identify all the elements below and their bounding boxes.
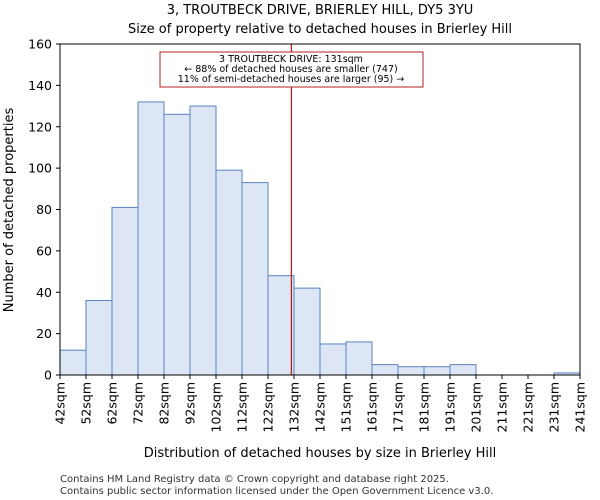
x-tick-label-142sqm: 142sqm bbox=[313, 382, 328, 432]
bar-42sqm bbox=[59, 349, 87, 376]
x-tick-label-241sqm: 241sqm bbox=[573, 382, 588, 432]
y-tick-label: 40 bbox=[36, 285, 52, 300]
x-tick-label-62sqm: 62sqm bbox=[105, 382, 120, 425]
x-tick-label-181sqm: 181sqm bbox=[417, 382, 432, 432]
bars-group bbox=[59, 101, 581, 376]
bar-161sqm bbox=[371, 364, 399, 376]
y-tick-label: 60 bbox=[36, 243, 52, 258]
footer-line2: Contains public sector information licen… bbox=[60, 486, 493, 497]
y-ticks-group: 0 20 40 60 80 100 120 140 160 bbox=[28, 37, 60, 383]
bar-112sqm bbox=[241, 182, 269, 376]
x-tick-label-52sqm: 52sqm bbox=[79, 382, 94, 425]
chart-title-line2: Size of property relative to detached ho… bbox=[128, 22, 512, 37]
y-tick-label: 120 bbox=[28, 119, 52, 134]
plot-area-frame bbox=[59, 43, 581, 376]
x-tick-label-231sqm: 231sqm bbox=[547, 382, 562, 432]
x-tick-label-112sqm: 112sqm bbox=[235, 382, 250, 432]
x-tick-label-42sqm: 42sqm bbox=[53, 382, 68, 425]
x-tick-label-102sqm: 102sqm bbox=[209, 382, 224, 432]
bar-102sqm bbox=[215, 169, 243, 376]
y-tick-label: 140 bbox=[28, 78, 52, 93]
bar-181sqm bbox=[423, 366, 451, 376]
bar-62sqm bbox=[111, 206, 139, 376]
annotation-line3: 11% of semi-detached houses are larger (… bbox=[178, 74, 405, 85]
x-tick-label-132sqm: 132sqm bbox=[287, 382, 302, 432]
bar-52sqm bbox=[85, 300, 113, 376]
footer-line1: Contains HM Land Registry data © Crown c… bbox=[60, 474, 449, 485]
y-tick-label: 100 bbox=[28, 161, 52, 176]
x-tick-label-161sqm: 161sqm bbox=[365, 382, 380, 432]
bar-92sqm bbox=[189, 105, 217, 376]
bar-151sqm bbox=[345, 341, 373, 376]
bar-82sqm bbox=[163, 113, 191, 376]
annotation-line2: ← 88% of detached houses are smaller (74… bbox=[184, 64, 397, 75]
bar-122sqm bbox=[267, 275, 295, 376]
x-tick-label-171sqm: 171sqm bbox=[391, 382, 406, 432]
y-axis-label: Number of detached properties bbox=[2, 108, 17, 313]
bar-132sqm bbox=[293, 287, 321, 376]
y-tick-label: 20 bbox=[36, 326, 52, 341]
chart-title-line1: 3, TROUTBECK DRIVE, BRIERLEY HILL, DY5 3… bbox=[167, 3, 474, 18]
x-tick-label-221sqm: 221sqm bbox=[521, 382, 536, 432]
x-tick-label-151sqm: 151sqm bbox=[339, 382, 354, 432]
bar-142sqm bbox=[319, 343, 347, 376]
bar-72sqm bbox=[137, 101, 165, 376]
y-tick-label: 80 bbox=[36, 202, 52, 217]
y-tick-label: 160 bbox=[28, 37, 52, 52]
x-tick-label-211sqm: 211sqm bbox=[495, 382, 510, 432]
x-tick-label-201sqm: 201sqm bbox=[469, 382, 484, 432]
annotation-box bbox=[159, 51, 424, 88]
x-tick-label-191sqm: 191sqm bbox=[443, 382, 458, 432]
x-tick-label-82sqm: 82sqm bbox=[157, 382, 172, 425]
x-tick-label-92sqm: 92sqm bbox=[183, 382, 198, 425]
bar-191sqm bbox=[449, 364, 477, 376]
x-axis-label: Distribution of detached houses by size … bbox=[144, 446, 497, 461]
y-tick-label: 0 bbox=[44, 368, 52, 383]
x-tick-label-72sqm: 72sqm bbox=[131, 382, 146, 425]
bar-171sqm bbox=[397, 366, 425, 376]
x-tick-label-122sqm: 122sqm bbox=[261, 382, 276, 432]
x-ticks-group: 42sqm 52sqm 62sqm 72sqm 82sqm 92sqm 102sqm 112s… bbox=[53, 375, 588, 432]
annotation-line1: 3 TROUTBECK DRIVE: 131sqm bbox=[219, 54, 363, 65]
